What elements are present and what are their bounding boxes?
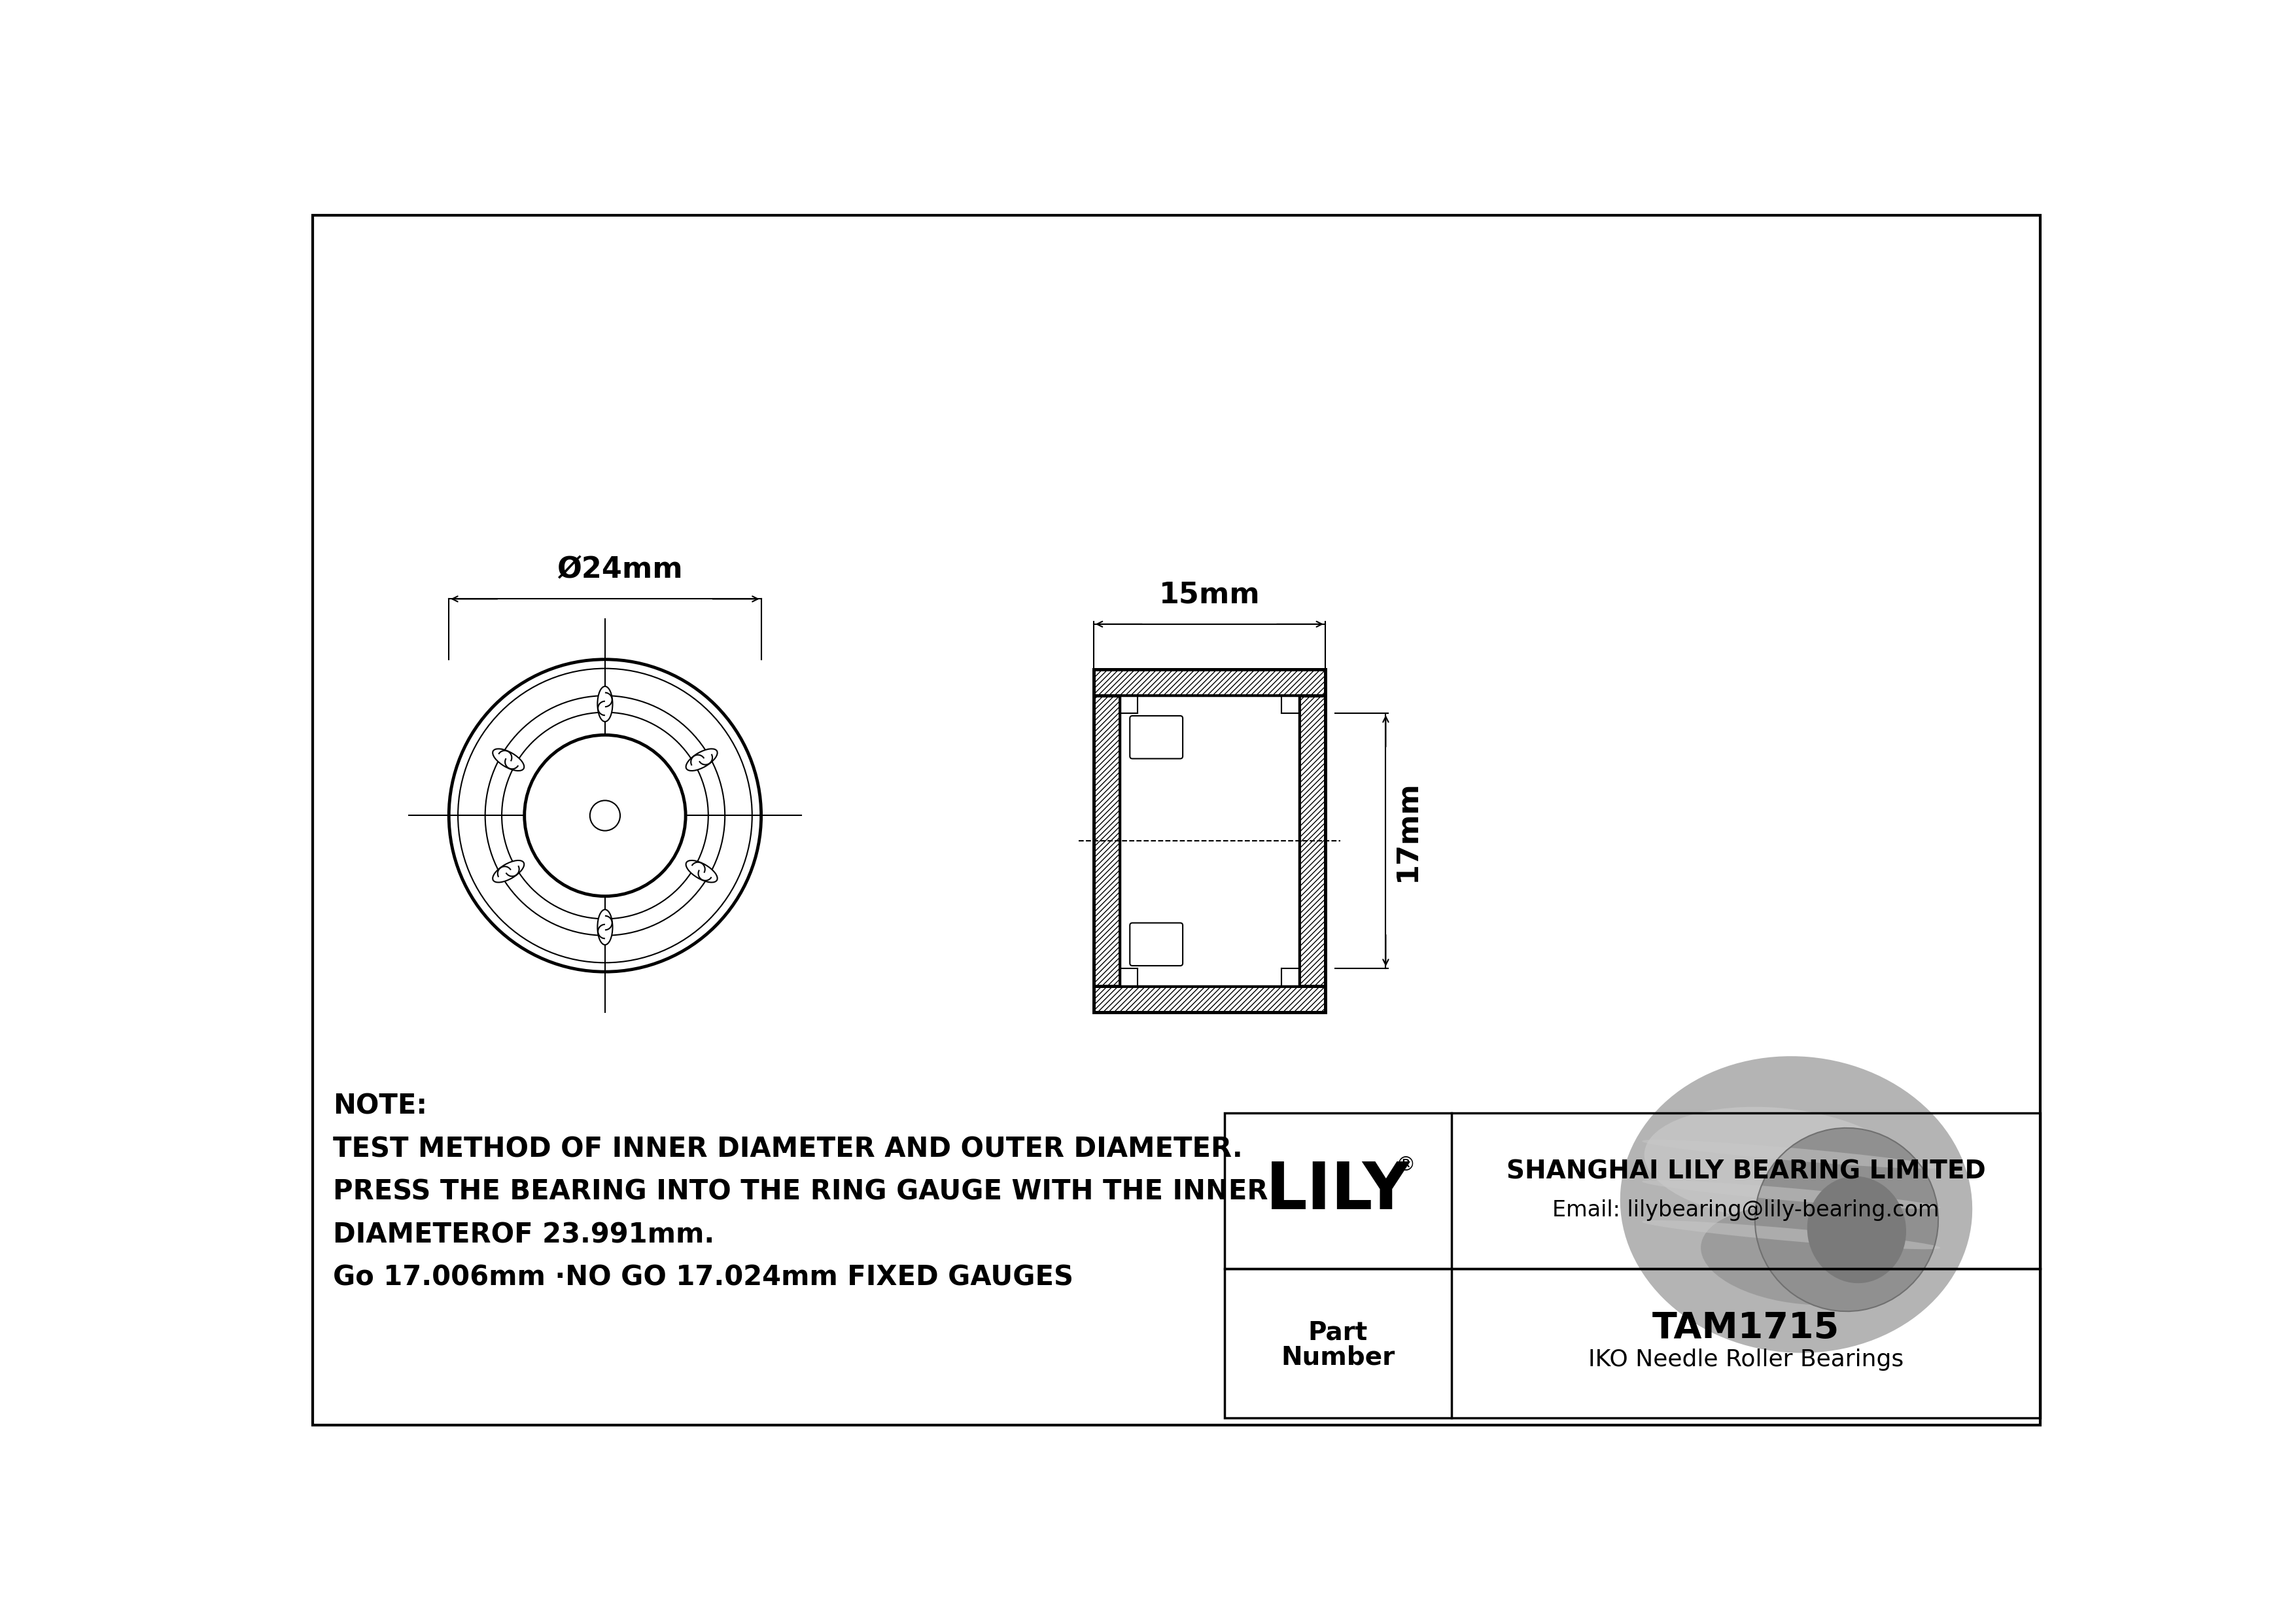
Bar	[1093, 669, 1325, 695]
Bar	[1093, 669, 1325, 695]
Text: TEST METHOD OF INNER DIAMETER AND OUTER DIAMETER.: TEST METHOD OF INNER DIAMETER AND OUTER …	[333, 1135, 1242, 1163]
FancyBboxPatch shape	[1130, 716, 1182, 758]
Bar	[1093, 986, 1325, 1012]
Text: PRESS THE BEARING INTO THE RING GAUGE WITH THE INNER: PRESS THE BEARING INTO THE RING GAUGE WI…	[333, 1179, 1267, 1205]
Ellipse shape	[1642, 1220, 1940, 1249]
Text: Go 17.006mm ·NO GO 17.024mm FIXED GAUGES: Go 17.006mm ·NO GO 17.024mm FIXED GAUGES	[333, 1263, 1075, 1291]
Bar	[1224, 1268, 2041, 1418]
Text: NOTE:: NOTE:	[333, 1093, 427, 1121]
Ellipse shape	[597, 687, 613, 721]
Text: ®: ®	[1396, 1155, 1417, 1174]
Text: Number: Number	[1281, 1345, 1396, 1371]
Ellipse shape	[1754, 1129, 1938, 1311]
Ellipse shape	[494, 861, 523, 882]
FancyBboxPatch shape	[1130, 922, 1182, 966]
Bar	[1093, 986, 1325, 1012]
Text: TAM1715: TAM1715	[1653, 1311, 1839, 1346]
Ellipse shape	[1642, 1140, 1940, 1169]
Text: LILY: LILY	[1265, 1160, 1410, 1223]
Ellipse shape	[687, 861, 716, 882]
Ellipse shape	[1807, 1176, 1906, 1283]
Ellipse shape	[1642, 1181, 1940, 1208]
Text: Ø24mm: Ø24mm	[558, 555, 684, 585]
Bar	[1300, 695, 1325, 986]
Circle shape	[523, 736, 687, 896]
Text: SHANGHAI LILY BEARING LIMITED: SHANGHAI LILY BEARING LIMITED	[1506, 1160, 1986, 1184]
Bar	[1224, 1112, 2041, 1268]
Text: Email: lilybearing@lily-bearing.com: Email: lilybearing@lily-bearing.com	[1552, 1199, 1940, 1221]
Ellipse shape	[1644, 1108, 1908, 1221]
Bar	[1093, 695, 1120, 986]
Ellipse shape	[687, 749, 716, 771]
Text: DIAMETEROF 23.991mm.: DIAMETEROF 23.991mm.	[333, 1221, 714, 1249]
Bar	[1300, 695, 1325, 986]
Text: 15mm: 15mm	[1159, 581, 1261, 609]
Text: Part: Part	[1309, 1320, 1368, 1345]
Bar	[1120, 695, 1300, 986]
Text: IKO Needle Roller Bearings: IKO Needle Roller Bearings	[1589, 1348, 1903, 1371]
Ellipse shape	[1701, 1205, 1913, 1306]
Bar	[1093, 695, 1120, 986]
Ellipse shape	[494, 749, 523, 771]
Ellipse shape	[1621, 1056, 1972, 1353]
Ellipse shape	[597, 909, 613, 945]
Bar	[1093, 669, 1325, 1012]
Text: 17mm: 17mm	[1394, 780, 1421, 882]
